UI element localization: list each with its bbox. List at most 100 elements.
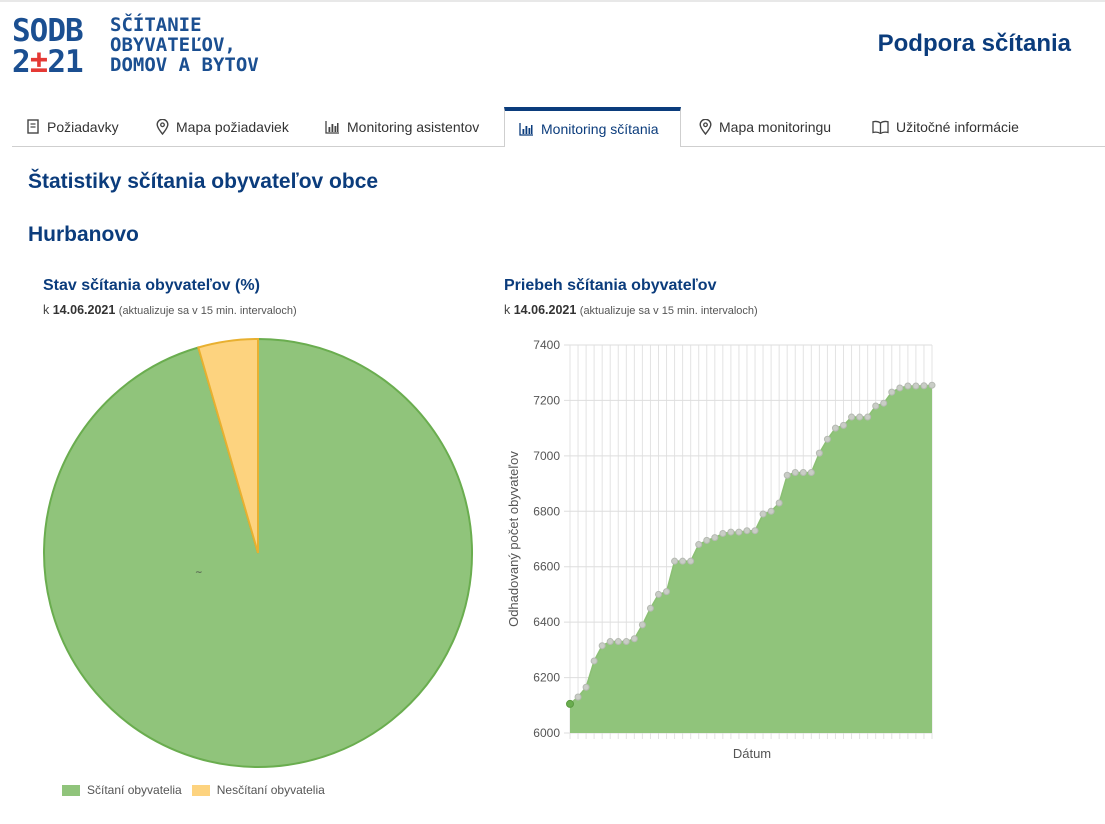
data-point[interactable] — [920, 382, 928, 390]
data-point[interactable] — [912, 382, 920, 390]
data-point[interactable] — [840, 421, 848, 429]
pie-legend: Sčítaní obyvatelia Nesčítaní obyvatelia — [62, 783, 325, 797]
data-point[interactable] — [566, 699, 574, 708]
bar-chart-icon — [519, 123, 533, 136]
data-point[interactable] — [823, 435, 831, 443]
legend-item-scitani[interactable]: Sčítaní obyvatelia — [62, 783, 182, 797]
legend-item-nescitani[interactable]: Nesčítaní obyvatelia — [191, 783, 325, 797]
tab-poziadavky[interactable]: Požiadavky — [12, 107, 133, 146]
y-tick-label: 7000 — [533, 449, 560, 463]
logo-plusminus: ± — [29, 44, 49, 80]
pie-slice-1[interactable] — [197, 337, 259, 554]
data-point[interactable] — [614, 638, 622, 646]
data-point[interactable] — [638, 621, 646, 629]
data-point[interactable] — [695, 541, 703, 549]
data-point[interactable] — [864, 413, 872, 421]
update-note: (aktualizuje sa v 15 min. intervaloch) — [579, 305, 758, 317]
tab-uzitocne-informacie[interactable]: Užitočné informácie — [858, 107, 1033, 146]
data-point[interactable] — [727, 528, 735, 536]
data-point[interactable] — [888, 388, 896, 396]
series-line — [569, 384, 933, 705]
data-point[interactable] — [671, 557, 679, 565]
data-point[interactable] — [719, 529, 727, 537]
logo-code-line1: SODB — [12, 13, 84, 49]
tab-label: Monitoring sčítania — [541, 121, 659, 137]
y-tick-label: 7400 — [533, 338, 560, 352]
tab-label: Mapa požiadaviek — [176, 118, 289, 135]
tab-label: Monitoring asistentov — [347, 118, 480, 135]
data-point[interactable] — [751, 527, 759, 535]
data-point[interactable] — [791, 468, 799, 476]
data-point[interactable] — [735, 528, 743, 536]
data-point[interactable] — [630, 635, 638, 643]
population-area-chart[interactable]: 6000 6200 6400 6600 6800 7000 7200 7400 Odhadova… — [500, 334, 940, 769]
area-fill — [570, 385, 932, 733]
data-point[interactable] — [880, 399, 888, 407]
y-tick-label: 6400 — [533, 615, 560, 629]
pie-panel-date: k 14.06.2021 (aktualizuje sa v 15 min. i… — [43, 303, 297, 317]
data-point[interactable] — [743, 527, 751, 535]
legend-label: Nesčítaní obyvatelia — [216, 783, 325, 797]
bar-chart-icon — [325, 120, 339, 134]
tab-label: Požiadavky — [47, 118, 119, 135]
document-icon — [27, 119, 39, 134]
logo-code-line2-a: 2 — [12, 44, 31, 80]
logo-code-line2: 2±21 — [12, 44, 84, 80]
data-point[interactable] — [622, 638, 630, 646]
data-point[interactable] — [598, 642, 606, 650]
tab-monitoring-asistentov[interactable]: Monitoring asistentov — [311, 107, 493, 146]
data-point[interactable] — [856, 413, 864, 421]
page-title: Štatistiky sčítania obyvateľov obce — [28, 170, 379, 193]
x-axis-label: Dátum — [733, 746, 771, 761]
tab-monitoring-scitania[interactable]: Monitoring sčítania — [504, 107, 681, 147]
data-point[interactable] — [896, 384, 904, 392]
logo-code-line2-c: 21 — [47, 44, 83, 80]
map-pin-icon — [156, 118, 169, 135]
data-point[interactable] — [654, 590, 662, 598]
map-pin-icon — [699, 118, 712, 135]
data-point[interactable] — [815, 449, 823, 457]
date-value: 14.06.2021 — [52, 303, 116, 317]
y-tick-label: 6800 — [533, 504, 560, 518]
data-point[interactable] — [574, 693, 582, 701]
data-point[interactable] — [904, 382, 912, 390]
y-tick-label: 6600 — [533, 560, 560, 574]
data-point[interactable] — [606, 638, 614, 646]
data-point[interactable] — [799, 468, 807, 476]
data-point[interactable] — [783, 471, 791, 479]
city-name: Hurbanovo — [28, 223, 139, 246]
logo-text-line1: SČÍTANIE — [110, 14, 202, 36]
data-point[interactable] — [646, 604, 654, 612]
app-title: Podpora sčítania — [877, 30, 1071, 57]
date-value: 14.06.2021 — [513, 303, 577, 317]
line-panel-title: Priebeh sčítania obyvateľov — [504, 277, 717, 294]
data-point[interactable] — [775, 499, 783, 507]
data-point[interactable] — [767, 507, 775, 515]
pie-panel-title: Stav sčítania obyvateľov (%) — [43, 277, 260, 294]
data-point[interactable] — [848, 413, 856, 421]
data-point[interactable] — [759, 510, 767, 518]
data-point[interactable] — [582, 683, 590, 691]
legend-swatch — [191, 784, 210, 796]
logo-text-line2: OBYVATEĽOV, — [110, 34, 236, 56]
data-point[interactable] — [679, 557, 687, 565]
tab-label: Užitočné informácie — [896, 118, 1019, 135]
y-tick-label: 7200 — [533, 393, 560, 407]
data-point[interactable] — [590, 657, 598, 665]
tab-mapa-poziadaviek[interactable]: Mapa požiadaviek — [142, 107, 303, 146]
update-note: (aktualizuje sa v 15 min. intervaloch) — [118, 305, 297, 317]
data-point[interactable] — [807, 468, 815, 476]
data-point[interactable] — [711, 534, 719, 542]
tab-mapa-monitoringu[interactable]: Mapa monitoringu — [685, 107, 845, 146]
sodb-logo[interactable]: SODB 2±21 SČÍTANIE OBYVATEĽOV, DOMOV A B… — [12, 15, 262, 79]
logo-text-line3: DOMOV A BYTOV — [110, 54, 259, 76]
y-tick-label: 6200 — [533, 671, 560, 685]
data-point[interactable] — [872, 402, 880, 410]
data-point[interactable] — [703, 536, 711, 544]
data-point[interactable] — [687, 557, 695, 565]
data-point[interactable] — [663, 588, 671, 596]
date-prefix: k — [504, 303, 511, 317]
data-point[interactable] — [831, 424, 839, 432]
data-point[interactable] — [928, 381, 936, 389]
pie-chart[interactable]: ~ — [40, 335, 476, 771]
